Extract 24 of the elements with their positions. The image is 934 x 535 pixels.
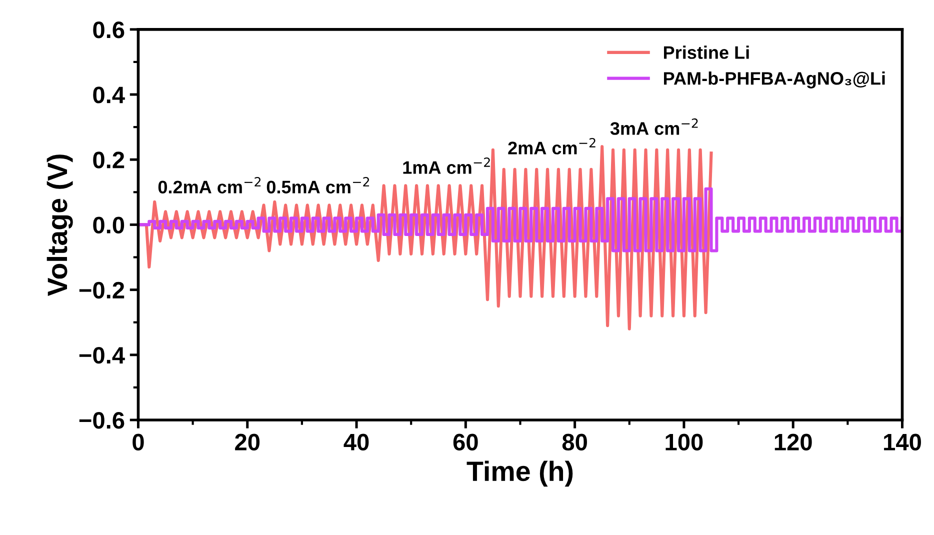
y-tick-label: 0.0 — [93, 216, 124, 234]
y-axis-title: Voltage (V) — [46, 154, 73, 296]
x-axis-title: Time (h) — [466, 460, 573, 487]
legend-label: Pristine Li — [664, 46, 749, 59]
annotation: 0.2mA cm$^{−2}$ — [158, 177, 261, 194]
x-tick-label: 120 — [774, 434, 812, 451]
y-tick-label: −0.6 — [79, 412, 124, 429]
y-tick-label: −0.4 — [79, 346, 125, 364]
annotation: 3mA cm$^{−2}$ — [610, 118, 698, 135]
x-tick-label: 100 — [666, 434, 703, 451]
y-tick-label: 0.2 — [93, 152, 124, 168]
annotation: 0.5mA cm$^{−2}$ — [266, 177, 370, 194]
y-tick-label: −0.2 — [79, 282, 124, 299]
x-tick-label: 0 — [132, 434, 144, 451]
annotation: 2mA cm$^{−2}$ — [508, 138, 596, 154]
x-tick-label: 80 — [562, 434, 587, 451]
annotation: 1mA cm$^{−2}$ — [403, 157, 490, 174]
y-tick-label: 0.4 — [93, 86, 125, 104]
x-tick-label: 40 — [344, 434, 369, 451]
legend-label: PAM-b-PHFBA-AgNO₃@Li — [664, 72, 885, 88]
x-tick-label: 20 — [235, 434, 260, 451]
x-tick-label: 60 — [453, 434, 478, 451]
x-tick-label: 140 — [884, 434, 921, 451]
y-tick-label: 0.6 — [93, 21, 124, 38]
